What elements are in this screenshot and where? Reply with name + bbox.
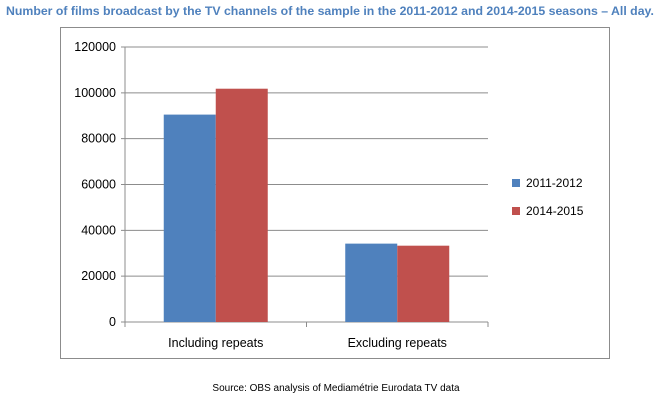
y-tick-label: 60000 [81,178,116,192]
y-tick-label: 120000 [74,40,116,54]
y-tick-label: 100000 [74,86,116,100]
legend-swatch-2014-2015 [512,207,520,215]
bar-2014-2015-excluding-repeats [397,245,450,322]
bar-2011-2012-excluding-repeats [345,243,398,322]
y-tick-label: 40000 [81,223,116,237]
legend-swatch-2011-2012 [512,179,520,187]
legend-label-2011-2012: 2011-2012 [526,176,583,190]
bar-2011-2012-including-repeats [163,114,216,323]
legend-item-2011-2012: 2011-2012 [512,176,583,190]
chart-area [60,27,610,359]
y-tick-label: 0 [109,315,116,329]
chart-legend: 2011-2012 2014-2015 [512,176,583,232]
y-tick-label: 80000 [81,132,116,146]
y-tick-label: 20000 [81,269,116,283]
x-tick-label: Including repeats [168,336,263,350]
x-tick-label: Excluding repeats [348,336,447,350]
bar-2014-2015-including-repeats [215,88,268,322]
source-note: Source: OBS analysis of Mediamétrie Euro… [212,383,460,394]
legend-item-2014-2015: 2014-2015 [512,204,583,218]
chart-title: Number of films broadcast by the TV chan… [6,4,654,18]
legend-label-2014-2015: 2014-2015 [526,204,584,218]
